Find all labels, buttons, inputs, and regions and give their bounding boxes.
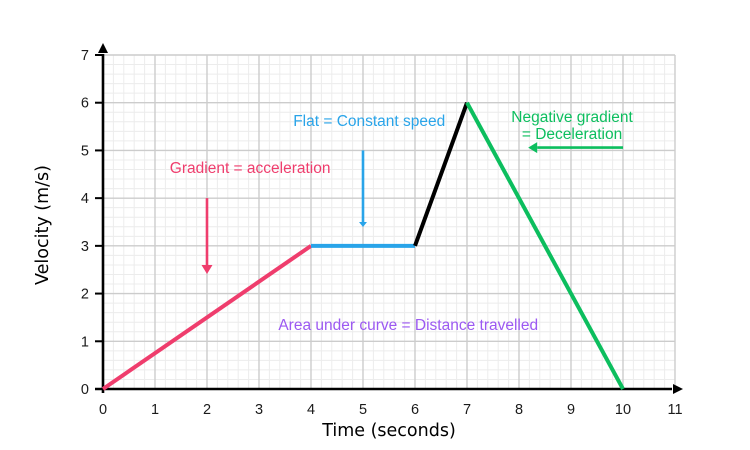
x-tick-label: 5: [359, 402, 367, 418]
grid-minor: [103, 55, 675, 389]
series-lines: [101, 101, 625, 391]
x-tick-label: 7: [463, 402, 471, 418]
y-tick-label: 5: [81, 143, 89, 159]
x-axis-title: Time (seconds): [322, 421, 456, 441]
y-axis-title: Velocity (m/s): [33, 165, 53, 285]
arrowhead: [359, 222, 367, 227]
y-tick-label: 3: [81, 239, 89, 255]
series-deceleration: [465, 101, 625, 390]
x-tick-label: 11: [667, 402, 682, 418]
x-tick-label: 1: [151, 402, 159, 418]
annotations: Gradient = acceleration Flat = Constant s…: [170, 109, 634, 334]
arrowhead: [98, 43, 108, 53]
annotation-text-negative-gradient-deceleration-line-1: = Deceleration: [522, 126, 622, 143]
x-tick-label: 4: [307, 402, 315, 418]
tick-labels: 0 1 2 3 4 5 6 7 8 9 10 11 0 1 2 3 4 5 6 7: [81, 48, 683, 418]
x-tick-label: 9: [567, 402, 575, 418]
annotation-text-negative-gradient-deceleration-line-0: Negative gradient: [511, 109, 633, 126]
x-tick-label: 8: [515, 402, 523, 418]
annotation-text-gradient-acceleration: Gradient = acceleration: [170, 160, 331, 177]
y-tick-label: 2: [81, 287, 89, 303]
x-tick-label: 10: [615, 402, 631, 418]
x-tick-label: 6: [411, 402, 419, 418]
axes: [95, 43, 683, 394]
x-tick-label: 2: [203, 402, 211, 418]
series-acceleration-2: [413, 102, 469, 247]
annotation-text-flat-constant-speed: Flat = Constant speed: [293, 113, 445, 130]
y-tick-label: 4: [81, 191, 89, 207]
y-tick-label: 6: [81, 96, 89, 112]
arrowhead: [528, 142, 538, 154]
y-tick-label: 7: [81, 48, 89, 64]
arrowhead: [201, 264, 213, 274]
y-tick-label: 0: [81, 382, 89, 398]
arrowhead: [673, 384, 683, 394]
series-acceleration: [101, 244, 313, 391]
x-tick-label: 0: [99, 402, 107, 418]
y-tick-label: 1: [81, 334, 89, 350]
annotation-text-area-under-curve: Area under curve = Distance travelled: [278, 317, 538, 334]
grid-major: [103, 54, 676, 389]
x-tick-label: 3: [255, 402, 263, 418]
